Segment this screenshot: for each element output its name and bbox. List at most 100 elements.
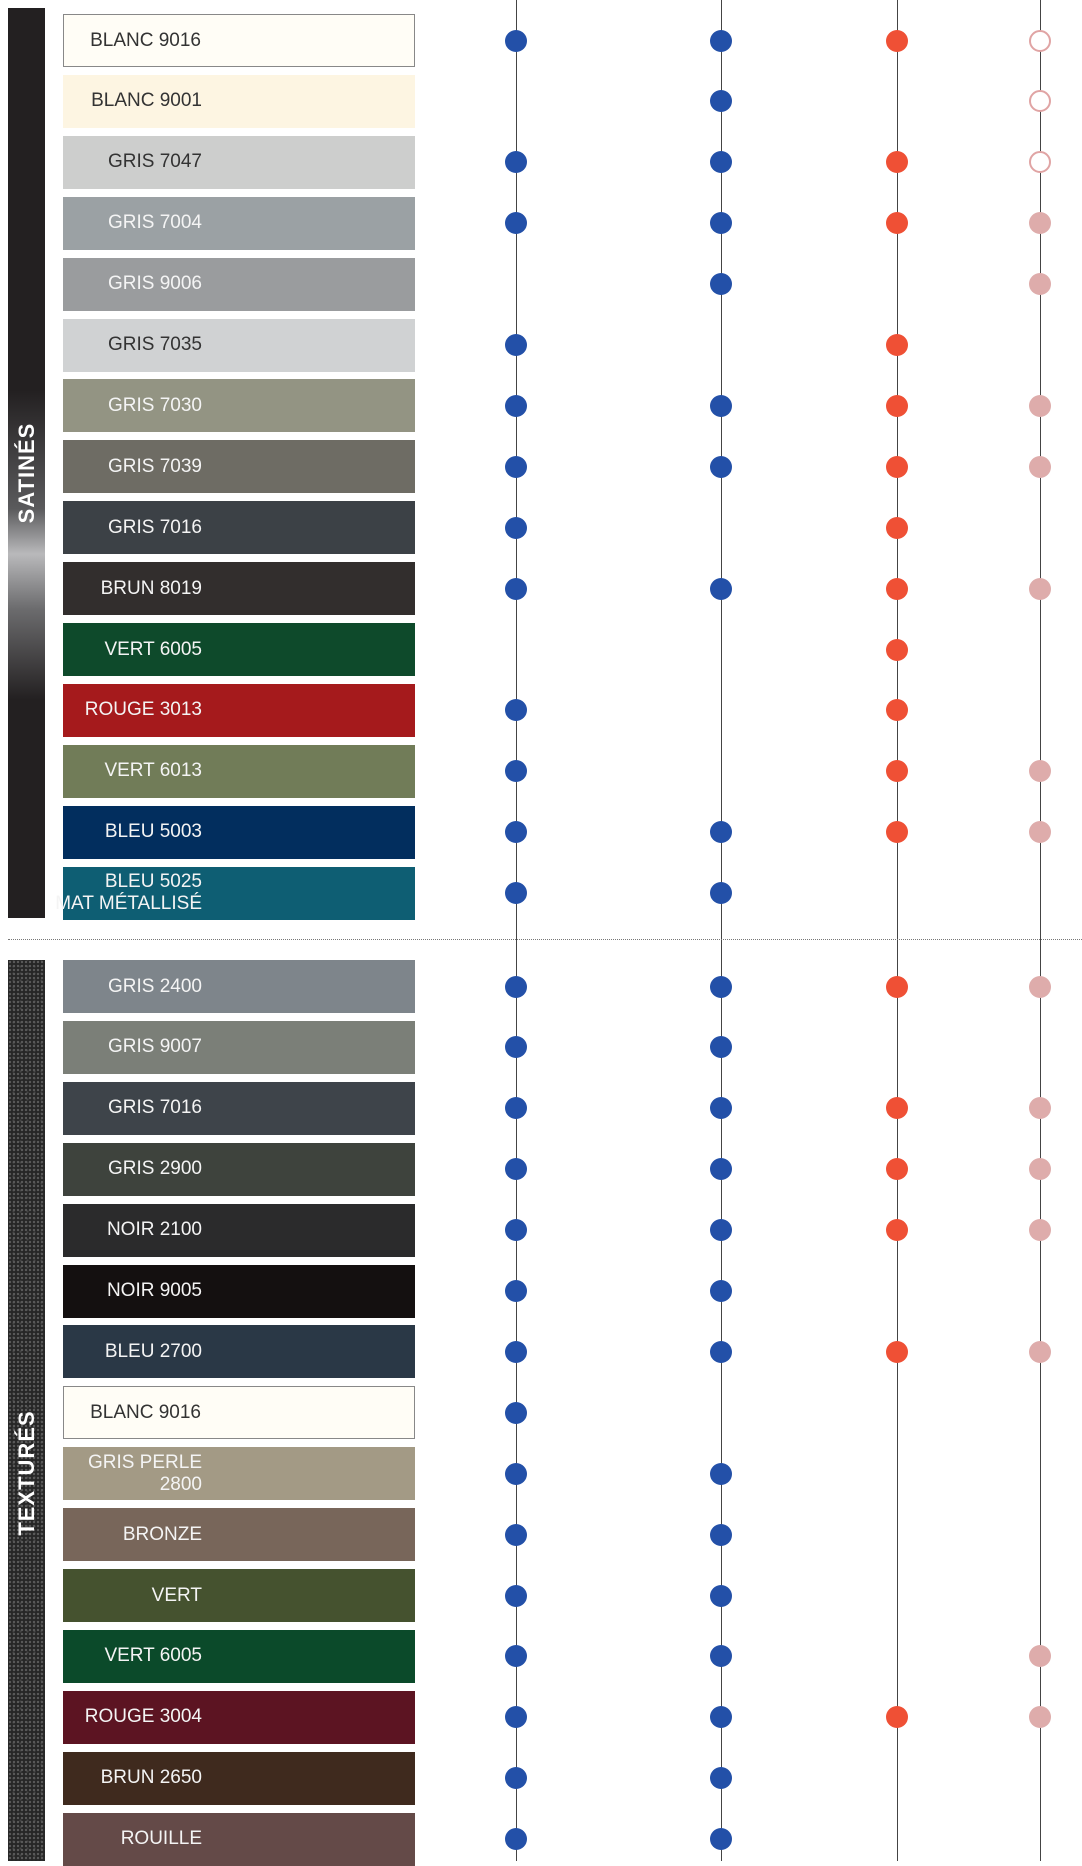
- availability-dot: [505, 1340, 527, 1363]
- availability-dot: [505, 455, 527, 478]
- swatch-label: NOIR 9005: [106, 1280, 202, 1301]
- availability-dot: [505, 516, 527, 539]
- swatch-label: VERT 6013: [104, 760, 202, 782]
- section-label: TEXTURÉS: [13, 1410, 39, 1536]
- availability-dot: [710, 1706, 732, 1729]
- swatch-label: ROUGE 3013: [84, 699, 202, 721]
- availability-dot: [505, 1280, 527, 1302]
- column-line-3: [896, 0, 898, 1861]
- swatch-label: BLANC 9016: [90, 29, 201, 51]
- color-swatch: BRONZE: [63, 1508, 415, 1562]
- availability-dot: [505, 151, 527, 174]
- availability-dot: [886, 638, 908, 661]
- color-swatch: VERT 6013: [63, 744, 415, 798]
- color-swatch: BRUN 8019: [63, 562, 415, 616]
- color-swatch: GRIS 9006: [63, 257, 415, 311]
- availability-dot: [1029, 212, 1051, 235]
- availability-dot: [505, 1219, 527, 1242]
- availability-dot: [710, 1340, 732, 1363]
- color-swatch: GRIS 2900: [63, 1142, 415, 1196]
- color-swatch: GRIS 7004: [63, 196, 415, 250]
- availability-dot: [1029, 90, 1051, 113]
- availability-dot: [710, 1767, 732, 1790]
- availability-dot: [710, 212, 732, 235]
- availability-dot: [710, 1280, 732, 1302]
- color-swatch: GRIS 7016: [63, 501, 415, 555]
- availability-dot: [505, 1097, 527, 1120]
- availability-dot: [505, 577, 527, 600]
- swatch-label: GRIS 7004: [108, 212, 202, 234]
- color-swatch: GRIS 7035: [63, 318, 415, 372]
- swatch-label: NOIR 2100: [106, 1219, 202, 1241]
- swatch-label: BRONZE: [122, 1523, 202, 1545]
- swatch-label: GRIS 7016: [108, 1097, 202, 1119]
- color-swatch: BLEU 2700: [63, 1325, 415, 1379]
- availability-dot: [505, 1523, 527, 1546]
- availability-dot: [886, 975, 908, 998]
- swatch-label: GRIS 7047: [108, 151, 202, 173]
- availability-dot: [886, 1706, 908, 1729]
- swatch-label: GRIS 7016: [108, 516, 202, 538]
- sidebar-textures: TEXTURÉS: [8, 960, 45, 1861]
- swatch-label: BLANC 9016: [90, 1401, 201, 1423]
- color-swatch: BLEU 5025 MAT MÉTALLISÉ: [55, 866, 415, 920]
- availability-dot: [710, 29, 732, 52]
- swatch-label: GRIS 9006: [108, 273, 202, 295]
- section-divider: [8, 939, 1082, 940]
- availability-dot: [710, 1158, 732, 1181]
- availability-dot: [886, 760, 908, 783]
- swatch-label: VERT: [151, 1584, 202, 1606]
- availability-dot: [886, 699, 908, 722]
- availability-dot: [505, 1706, 527, 1729]
- availability-dot: [886, 821, 908, 844]
- availability-dot: [505, 29, 527, 52]
- availability-dot: [505, 1584, 527, 1607]
- color-swatch: BLEU 5003: [63, 805, 415, 859]
- availability-dot: [710, 455, 732, 478]
- availability-dot: [1029, 975, 1051, 998]
- swatch-label: GRIS 7035: [108, 334, 202, 355]
- color-swatch: VERT: [63, 1569, 415, 1622]
- swatch-label: ROUILLE: [120, 1828, 202, 1850]
- availability-dot: [886, 1158, 908, 1181]
- availability-dot: [886, 334, 908, 356]
- section-label: SATINÉS: [13, 422, 39, 524]
- color-swatch: GRIS 7039: [63, 440, 415, 494]
- column-line-4: [1039, 0, 1041, 1861]
- availability-dot: [1029, 1340, 1051, 1363]
- availability-dot: [1029, 1097, 1051, 1120]
- color-swatch: BLANC 9001: [63, 74, 415, 128]
- availability-dot: [505, 975, 527, 998]
- availability-dot: [710, 882, 732, 905]
- availability-dot: [886, 516, 908, 539]
- color-swatch: GRIS 2400: [63, 960, 415, 1013]
- color-swatch: GRIS 9007: [63, 1020, 415, 1074]
- availability-dot: [1029, 821, 1051, 844]
- availability-dot: [886, 394, 908, 417]
- availability-dot: [1029, 1706, 1051, 1729]
- column-line-2: [720, 0, 722, 1861]
- availability-dot: [886, 1219, 908, 1242]
- availability-dot: [1029, 1645, 1051, 1668]
- availability-dot: [886, 151, 908, 174]
- availability-dot: [505, 1462, 527, 1485]
- availability-dot: [1029, 577, 1051, 600]
- color-swatch: NOIR 9005: [63, 1264, 415, 1318]
- color-swatch: GRIS 7030: [63, 379, 415, 433]
- availability-dot: [710, 273, 732, 296]
- availability-dot: [710, 90, 732, 113]
- availability-dot: [1029, 29, 1051, 52]
- availability-dot: [505, 212, 527, 235]
- sidebar-satines: SATINÉS: [8, 8, 45, 918]
- availability-dot: [505, 882, 527, 905]
- availability-dot: [710, 394, 732, 417]
- availability-dot: [710, 1523, 732, 1546]
- availability-dot: [505, 1401, 527, 1424]
- availability-dot: [505, 699, 527, 722]
- swatch-label: BLEU 5025 MAT MÉTALLISÉ: [55, 871, 202, 915]
- color-swatch: BRUN 2650: [63, 1751, 415, 1805]
- color-swatch: VERT 6005: [63, 1629, 415, 1683]
- availability-dot: [886, 29, 908, 52]
- swatch-label: BLANC 9001: [91, 90, 202, 112]
- availability-dot: [710, 1828, 732, 1851]
